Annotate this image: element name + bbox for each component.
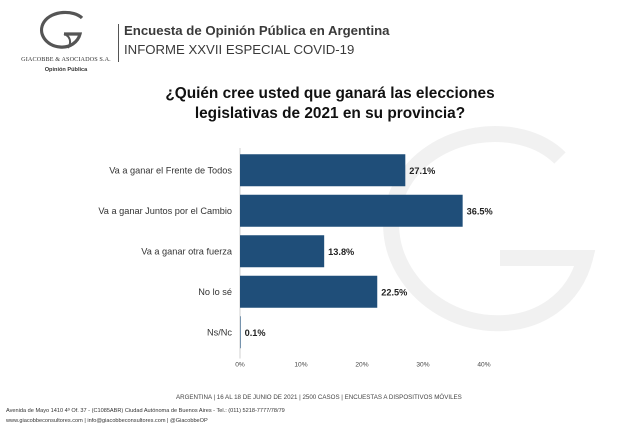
bar — [240, 275, 378, 308]
header-subtitle: INFORME XXVII ESPECIAL COVID-19 — [124, 42, 355, 57]
watermark-logo-icon — [383, 126, 596, 332]
survey-info: ARGENTINA | 16 AL 18 DE JUNIO DE 2021 | … — [176, 394, 462, 401]
logo-mark-icon — [39, 10, 84, 49]
bar — [240, 235, 325, 268]
category-label: No lo sé — [198, 287, 232, 297]
logo-company-name: GIACOBBE & ASOCIADOS S.A. — [21, 56, 111, 63]
header-divider — [118, 24, 119, 62]
company-logo: GIACOBBE & ASOCIADOS S.A. Opinión Públic… — [16, 10, 116, 78]
x-tick-label: 10% — [294, 362, 307, 369]
category-label: Va a ganar Juntos por el Cambio — [98, 206, 232, 216]
category-label: Va a ganar otra fuerza — [141, 246, 233, 256]
data-label: 36.5% — [467, 206, 493, 216]
category-label: Ns/Nc — [207, 327, 232, 337]
x-tick-label: 30% — [416, 362, 429, 369]
data-label: 27.1% — [409, 166, 435, 176]
x-tick-label: 20% — [355, 362, 368, 369]
data-label: 22.5% — [381, 287, 407, 297]
logo-subtitle: Opinión Pública — [44, 67, 88, 73]
bar — [240, 316, 241, 349]
chart-title: ¿Quién cree usted que ganará las eleccio… — [165, 85, 495, 122]
x-tick-label: 40% — [477, 362, 490, 369]
bar — [240, 154, 406, 187]
category-label: Va a ganar el Frente de Todos — [109, 165, 232, 175]
x-tick-label: 0% — [235, 362, 245, 369]
footer-address: Avenida de Mayo 1410 4º Of. 37 - (C1085A… — [6, 408, 285, 414]
footer-contact: www.giacobbeconsultores.com | info@giaco… — [6, 418, 208, 424]
bar — [240, 194, 463, 227]
data-label: 0.1% — [245, 328, 266, 338]
header-title: Encuesta de Opinión Pública en Argentina — [124, 23, 390, 38]
data-label: 13.8% — [328, 247, 354, 257]
